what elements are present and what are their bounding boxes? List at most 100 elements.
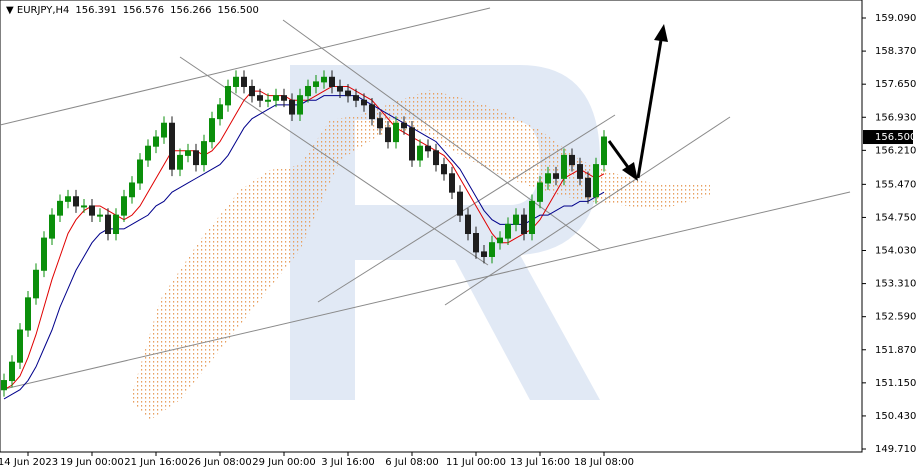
candle-body [321, 76, 327, 83]
candle-body [297, 95, 303, 115]
y-tick-label: 153.310 [875, 279, 916, 290]
candle-body [185, 150, 191, 156]
candle-body [209, 118, 215, 143]
candle-body [57, 200, 63, 216]
x-tick-label: 11 Jul 00:00 [446, 457, 506, 468]
symbol: EURJPY,H4 [17, 5, 70, 16]
candle-body [73, 196, 79, 207]
candle-body [441, 164, 447, 175]
candle-body [49, 214, 55, 239]
candle-body [41, 237, 47, 271]
candle-body [377, 118, 383, 129]
y-tick-label: 149.710 [875, 444, 916, 455]
trend-lines [0, 7, 851, 391]
y-tick-label: 156.210 [875, 145, 916, 156]
candle-body [409, 127, 415, 161]
candle-body [305, 85, 311, 97]
candle-body [433, 150, 439, 166]
indicator-line [3, 85, 605, 391]
candle-body [465, 214, 471, 235]
x-tick-label: 3 Jul 16:00 [321, 457, 375, 468]
x-tick-label: 14 Jun 2023 [0, 457, 58, 468]
chart-header: ▼ EURJPY,H4 156.391 156.576 156.266 156.500 [6, 5, 259, 16]
y-tick-label: 155.470 [875, 179, 916, 190]
y-tick-label: 151.870 [875, 345, 916, 356]
candle-body [289, 99, 295, 115]
candle-body [113, 214, 119, 235]
candle-body [401, 122, 407, 129]
candle-body [241, 76, 247, 87]
watermark [290, 65, 600, 400]
x-tick-label: 26 Jun 08:00 [188, 457, 252, 468]
candle-body [313, 81, 319, 87]
candle-body [585, 177, 591, 198]
candle-body [121, 196, 127, 216]
candle-body [369, 104, 375, 120]
candle-body [561, 154, 567, 179]
header-value: 156.576 [123, 5, 164, 16]
candle-body [137, 159, 143, 184]
candle-body [257, 95, 263, 101]
candle-body [161, 122, 167, 138]
forecast-arrows [607, 24, 668, 181]
candle-body [577, 164, 583, 179]
candle-body [89, 205, 95, 216]
candle-body [537, 182, 543, 202]
x-tick-label: 29 Jun 00:00 [252, 457, 316, 468]
candle-body [481, 251, 487, 257]
candle-body [33, 269, 39, 299]
candle-body [233, 76, 239, 87]
candle-body [353, 95, 359, 101]
candle-body [201, 141, 207, 166]
candle-body [265, 99, 271, 102]
marks [1, 70, 607, 400]
candle-body [97, 214, 103, 217]
candle-body [169, 122, 175, 170]
y-tick-label: 154.750 [875, 212, 916, 223]
y-tick-label: 156.930 [875, 112, 916, 123]
candle-body [105, 214, 111, 235]
candle-body [345, 90, 351, 97]
candle-body [1, 380, 7, 391]
header-value: 156.391 [75, 5, 116, 16]
y-tick-label: 150.430 [875, 411, 916, 422]
candle-body [145, 145, 151, 161]
candle-body [281, 95, 287, 101]
y-tick-label: 154.030 [875, 246, 916, 257]
candle-body [193, 150, 199, 166]
candle-body [505, 223, 511, 239]
candle-body [593, 164, 599, 198]
candle-body [473, 233, 479, 253]
candle-body [457, 191, 463, 216]
candle-body [249, 85, 255, 97]
y-tick-label: 152.590 [875, 312, 916, 323]
candle-body [425, 145, 431, 152]
y-tick-label: 159.090 [875, 13, 916, 24]
x-tick-label: 18 Jul 08:00 [574, 457, 634, 468]
candle-body [17, 329, 23, 363]
x-tick-label: 21 Jun 16:00 [124, 457, 188, 468]
candle-body [521, 214, 527, 235]
x-tick-label: 19 Jun 00:00 [60, 457, 124, 468]
candle-body [337, 85, 343, 92]
candle-body [449, 173, 455, 193]
candle-body [65, 196, 71, 202]
x-tick-label: 13 Jul 16:00 [510, 457, 570, 468]
candle-body [153, 136, 159, 147]
candle-body [361, 99, 367, 106]
candle-body [217, 104, 223, 120]
candle-body [177, 154, 183, 170]
candle-body [393, 122, 399, 143]
candle-body [529, 200, 535, 235]
candle-body [129, 182, 135, 198]
header-value: 156.500 [217, 5, 258, 16]
candle-body [545, 173, 551, 184]
candle-body [553, 173, 559, 179]
candle-body [9, 361, 15, 382]
y-tick-label: 157.650 [875, 79, 916, 90]
candle-body [513, 214, 519, 225]
candle-body [417, 145, 423, 161]
last-price-box [863, 130, 913, 145]
